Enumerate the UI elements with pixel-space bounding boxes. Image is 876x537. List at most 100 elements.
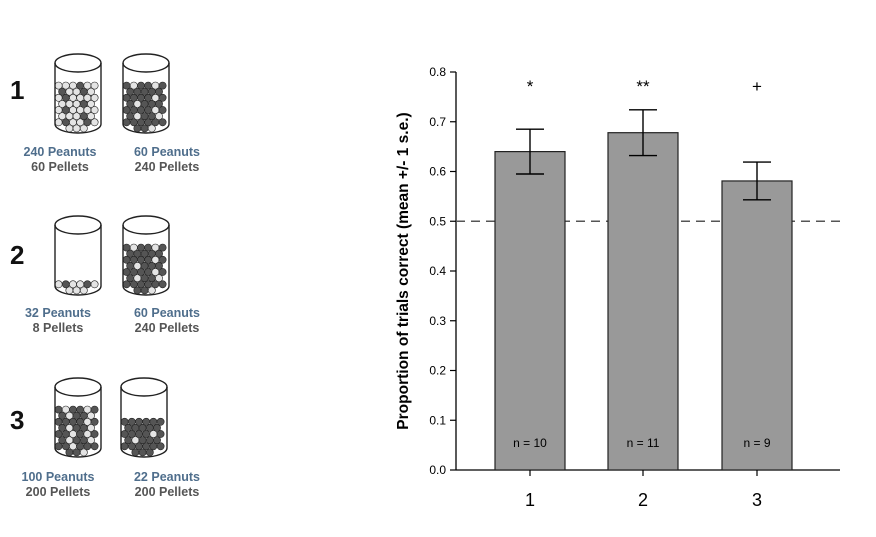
- jar-rim: [54, 215, 102, 235]
- peanut-count: 100 Peanuts: [21, 470, 95, 484]
- y-tick-label: 0.0: [429, 463, 446, 477]
- peanut-ball: [129, 243, 138, 252]
- condition-1: 1 240 Peanuts 60 Pellets 60 Peanuts 240 …: [0, 0, 260, 174]
- y-tick-label: 0.4: [429, 264, 446, 278]
- jar-rim: [122, 53, 170, 73]
- pellet-ball: [83, 280, 92, 289]
- peanut-ball: [151, 243, 160, 252]
- pellet-ball: [54, 405, 63, 414]
- y-tick-label: 0.6: [429, 165, 446, 179]
- significance-label: *: [527, 77, 534, 96]
- peanut-ball: [83, 405, 92, 414]
- pellet-ball: [90, 430, 99, 438]
- pellet-ball: [158, 255, 167, 264]
- jar-rim: [54, 377, 102, 397]
- right-jar-caption: 22 Peanuts 200 Pellets: [112, 470, 222, 500]
- y-tick-label: 0.7: [429, 115, 446, 129]
- x-tick-label: 3: [752, 490, 762, 510]
- pellet-ball: [149, 417, 158, 426]
- pellet-ball: [155, 100, 163, 108]
- pellet-ball: [90, 405, 99, 414]
- peanut-ball: [87, 100, 95, 108]
- pellet-count: 60 Pellets: [31, 160, 89, 174]
- pellet-ball: [61, 280, 70, 289]
- left-jar-caption: 32 Peanuts 8 Pellets: [3, 306, 113, 336]
- jar-bottom: [122, 123, 170, 134]
- right-jar-caption: 60 Peanuts 240 Pellets: [112, 145, 222, 175]
- pellet-ball: [156, 417, 165, 426]
- jar-bottom: [54, 285, 102, 296]
- jar-body: [55, 225, 101, 295]
- jar-graphic: [54, 215, 102, 296]
- pellet-ball: [153, 436, 161, 445]
- peanut-ball: [155, 112, 163, 121]
- pellet-ball: [156, 430, 165, 438]
- condition-3: 3 100 Peanuts 200 Pellets 22 Peanuts 200…: [0, 0, 260, 499]
- pellet-count: 8 Pellets: [32, 321, 84, 335]
- peanut-ball: [87, 87, 95, 96]
- significance-label: **: [636, 77, 650, 96]
- condition-label: 3: [10, 405, 25, 435]
- peanut-ball: [87, 424, 95, 432]
- pellet-ball: [122, 243, 131, 252]
- pellet-count: 240 Pellets: [134, 160, 200, 174]
- bar: [721, 180, 793, 471]
- pellet-ball: [120, 417, 129, 426]
- peanut-count: 32 Peanuts: [24, 306, 91, 320]
- pellet-count: 240 Pellets: [134, 321, 200, 335]
- peanut-ball: [79, 124, 88, 133]
- pellet-ball: [142, 417, 151, 426]
- n-label: n = 11: [627, 436, 660, 450]
- pellet-ball: [158, 268, 167, 276]
- conditions-panel: 1 240 Peanuts 60 Pellets 60 Peanuts 240 …: [0, 0, 260, 537]
- peanut-ball: [79, 448, 88, 457]
- jar-left-icon: [54, 53, 102, 134]
- jar-rim: [120, 377, 168, 397]
- peanut-count: 240 Peanuts: [23, 145, 97, 159]
- pellet-ball: [158, 93, 167, 102]
- pellet-ball: [153, 424, 161, 432]
- pellet-ball: [127, 417, 136, 426]
- peanut-ball: [155, 274, 163, 283]
- pellet-ball: [76, 405, 85, 414]
- peanut-ball: [87, 436, 95, 445]
- peanut-count: 22 Peanuts: [133, 470, 200, 484]
- peanut-count: 60 Peanuts: [133, 306, 200, 320]
- x-tick-label: 2: [638, 490, 648, 510]
- jar-right-icon: [122, 215, 170, 296]
- condition-label: 1: [10, 75, 25, 105]
- jar-right-icon: [120, 377, 168, 458]
- pellet-ball: [158, 280, 167, 289]
- jar-graphic: [122, 215, 170, 296]
- n-label: n = 10: [513, 436, 547, 450]
- jar-graphic: [54, 377, 102, 458]
- pellet-ball: [155, 87, 163, 96]
- pellet-ball: [155, 249, 163, 258]
- peanut-ball: [61, 405, 70, 414]
- jar-bottom: [120, 447, 168, 458]
- peanut-ball: [79, 286, 88, 295]
- right-jar-caption: 60 Peanuts 240 Pellets: [112, 306, 222, 336]
- jar-left-icon: [54, 377, 102, 458]
- peanut-ball: [90, 280, 99, 289]
- pellet-ball: [90, 442, 99, 451]
- pellet-ball: [69, 405, 77, 414]
- peanut-ball: [90, 93, 99, 102]
- x-tick-label: 1: [525, 490, 535, 510]
- peanut-ball: [76, 280, 85, 289]
- peanut-ball: [147, 124, 156, 133]
- y-tick-label: 0.2: [429, 364, 446, 378]
- peanut-count: 60 Peanuts: [133, 145, 200, 159]
- condition-label: 2: [10, 240, 25, 270]
- peanut-ball: [147, 286, 156, 295]
- y-tick-label: 0.5: [429, 214, 446, 228]
- bar-chart: 0.0 0.1 0.2 0.3 0.4 0.5 0.6 0.7 0.8 Proportion of…: [395, 65, 840, 510]
- peanut-ball: [90, 106, 99, 114]
- y-tick-label: 0.1: [429, 413, 446, 427]
- pellet-ball: [137, 243, 145, 252]
- n-label: n = 9: [743, 436, 770, 450]
- bar: [607, 132, 679, 471]
- jar-rim: [122, 215, 170, 235]
- y-tick-label: 0.3: [429, 314, 446, 328]
- peanut-ball: [90, 81, 99, 90]
